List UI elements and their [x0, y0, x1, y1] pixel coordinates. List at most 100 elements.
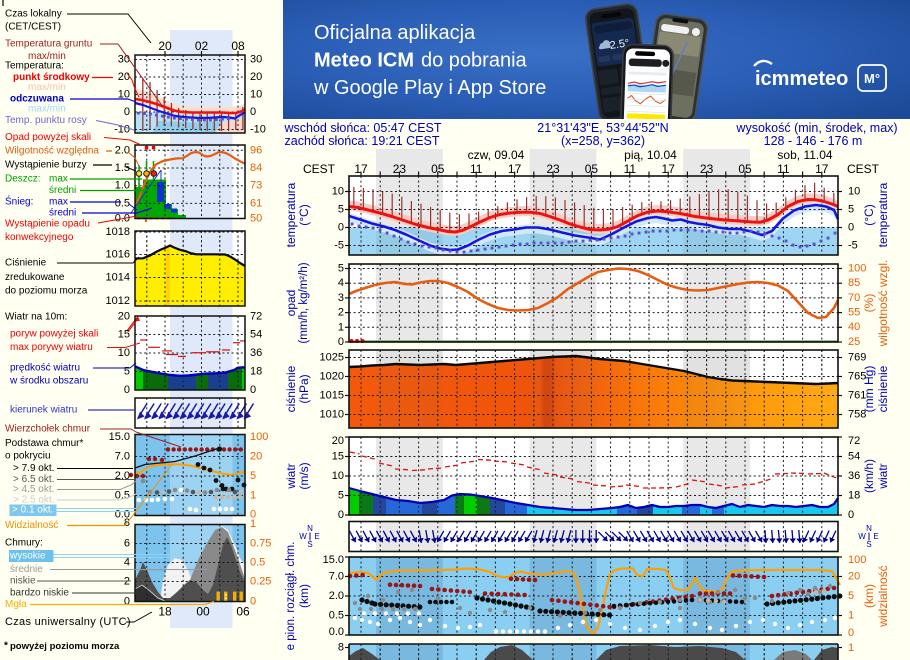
svg-text:54: 54 — [848, 451, 860, 463]
svg-text:1016: 1016 — [106, 249, 130, 261]
svg-text:sob, 11.04: sob, 11.04 — [777, 148, 832, 162]
svg-text:96: 96 — [250, 144, 262, 156]
svg-text:w środku obszaru: w środku obszaru — [9, 376, 88, 387]
svg-text:icmmeteo: icmmeteo — [755, 68, 848, 90]
svg-text:769: 769 — [848, 352, 866, 364]
svg-text:10: 10 — [250, 89, 262, 101]
svg-text:1020: 1020 — [320, 371, 344, 383]
svg-text:1: 1 — [250, 518, 256, 530]
svg-text:1012: 1012 — [106, 295, 130, 307]
svg-text:3: 3 — [338, 292, 344, 304]
svg-text:-5: -5 — [334, 240, 344, 252]
svg-text:7.0: 7.0 — [115, 451, 130, 463]
svg-text:o pokryciu: o pokryciu — [5, 451, 51, 462]
svg-text:0: 0 — [124, 596, 130, 608]
svg-text:E: E — [873, 532, 878, 541]
svg-text:> 2.5 okt.: > 2.5 okt. — [13, 495, 54, 506]
svg-text:0.25: 0.25 — [250, 576, 271, 588]
svg-text:1025: 1025 — [320, 352, 344, 364]
svg-text:temperatura: temperatura — [876, 182, 890, 247]
svg-text:M°: M° — [864, 71, 880, 86]
svg-text:wschód słońca: 05:47 CEST: wschód słońca: 05:47 CEST — [283, 121, 441, 135]
svg-text:CEST: CEST — [303, 162, 336, 176]
svg-text:(mm/h, kg/m²/h): (mm/h, kg/m²/h) — [298, 262, 310, 343]
svg-text:prędkość wiatru: prędkość wiatru — [10, 363, 80, 374]
svg-text:11: 11 — [470, 162, 483, 176]
svg-text:-10: -10 — [114, 124, 130, 136]
svg-text:> 6.5 okt.: > 6.5 okt. — [13, 474, 54, 485]
svg-text:Wiatr na 10m:: Wiatr na 10m: — [5, 312, 67, 323]
svg-text:11: 11 — [777, 162, 790, 176]
svg-text:0.5: 0.5 — [115, 197, 130, 209]
svg-text:wiatr: wiatr — [876, 463, 890, 489]
svg-text:758: 758 — [848, 409, 866, 421]
svg-text:opad: opad — [284, 290, 298, 317]
svg-text:10: 10 — [332, 470, 344, 482]
svg-text:73: 73 — [250, 180, 262, 192]
svg-text:5: 5 — [848, 590, 854, 602]
svg-text:Czas lokalny: Czas lokalny — [5, 9, 62, 20]
svg-text:Opad powyżej skali: Opad powyżej skali — [5, 132, 91, 143]
svg-text:0: 0 — [124, 384, 130, 396]
svg-text:36: 36 — [848, 470, 860, 482]
svg-text:2.0: 2.0 — [329, 590, 344, 602]
svg-text:0: 0 — [338, 336, 344, 348]
svg-text:1: 1 — [848, 642, 854, 654]
svg-text:odczuwana: odczuwana — [10, 94, 64, 105]
svg-text:0: 0 — [250, 509, 256, 521]
svg-text:> 4.5 okt.: > 4.5 okt. — [13, 484, 54, 495]
svg-text:20: 20 — [250, 71, 262, 83]
svg-text:30: 30 — [118, 54, 130, 66]
svg-text:0.0: 0.0 — [329, 626, 344, 638]
svg-text:70: 70 — [848, 292, 860, 304]
svg-text:S: S — [307, 540, 312, 549]
svg-text:30: 30 — [250, 54, 262, 66]
svg-text:61: 61 — [250, 197, 262, 209]
svg-text:4: 4 — [124, 557, 130, 569]
svg-text:-10: -10 — [250, 124, 266, 136]
svg-text:kierunek wiatru: kierunek wiatru — [10, 405, 77, 416]
svg-text:Wystąpienie burzy: Wystąpienie burzy — [5, 160, 87, 171]
svg-text:00: 00 — [196, 605, 210, 619]
svg-text:0.5: 0.5 — [250, 557, 265, 569]
svg-text:E: E — [314, 532, 319, 541]
svg-text:> 0.1 okt.: > 0.1 okt. — [12, 505, 53, 516]
svg-text:0: 0 — [338, 509, 344, 521]
svg-text:72: 72 — [848, 435, 860, 447]
svg-text:1.0: 1.0 — [115, 180, 130, 192]
svg-text:W: W — [858, 532, 866, 541]
svg-text:(m/s): (m/s) — [297, 462, 311, 489]
svg-text:5: 5 — [848, 204, 854, 216]
svg-text:poryw powyżej skali: poryw powyżej skali — [10, 329, 98, 340]
svg-text:1015: 1015 — [320, 390, 344, 402]
svg-text:średni: średni — [49, 208, 76, 219]
svg-text:2.0: 2.0 — [115, 470, 130, 482]
svg-text:0: 0 — [338, 222, 344, 234]
svg-text:54: 54 — [250, 329, 262, 341]
svg-text:21°31'43"E, 53°44'52"N: 21°31'43"E, 53°44'52"N — [537, 121, 668, 135]
svg-text:20: 20 — [250, 451, 262, 463]
svg-text:zachód słońca: 19:21 CEST: zachód słońca: 19:21 CEST — [285, 134, 440, 148]
svg-text:5: 5 — [338, 263, 344, 275]
svg-text:Meteo ICM: Meteo ICM — [314, 50, 414, 72]
svg-text:max/min: max/min — [28, 104, 66, 115]
svg-text:100: 100 — [250, 431, 268, 443]
svg-text:50: 50 — [250, 213, 262, 225]
svg-text:5: 5 — [250, 470, 256, 482]
svg-text:18: 18 — [848, 490, 860, 502]
svg-text:11: 11 — [624, 162, 637, 176]
svg-text:0.75: 0.75 — [250, 538, 271, 550]
svg-text:N: N — [307, 524, 313, 533]
svg-text:niskie: niskie — [10, 576, 36, 587]
svg-text:10: 10 — [118, 89, 130, 101]
svg-text:(km): (km) — [862, 584, 876, 608]
svg-text:2: 2 — [338, 307, 344, 319]
svg-text:2.0: 2.0 — [115, 144, 130, 156]
svg-text:Temp. punktu rosy: Temp. punktu rosy — [5, 115, 87, 126]
svg-text:15: 15 — [332, 451, 344, 463]
svg-text:15: 15 — [118, 329, 130, 341]
svg-text:widzialność: widzialność — [876, 565, 890, 627]
svg-text:23: 23 — [393, 162, 407, 176]
svg-text:765: 765 — [848, 371, 866, 383]
svg-text:powyżej poziomu morza: powyżej poziomu morza — [10, 641, 120, 652]
